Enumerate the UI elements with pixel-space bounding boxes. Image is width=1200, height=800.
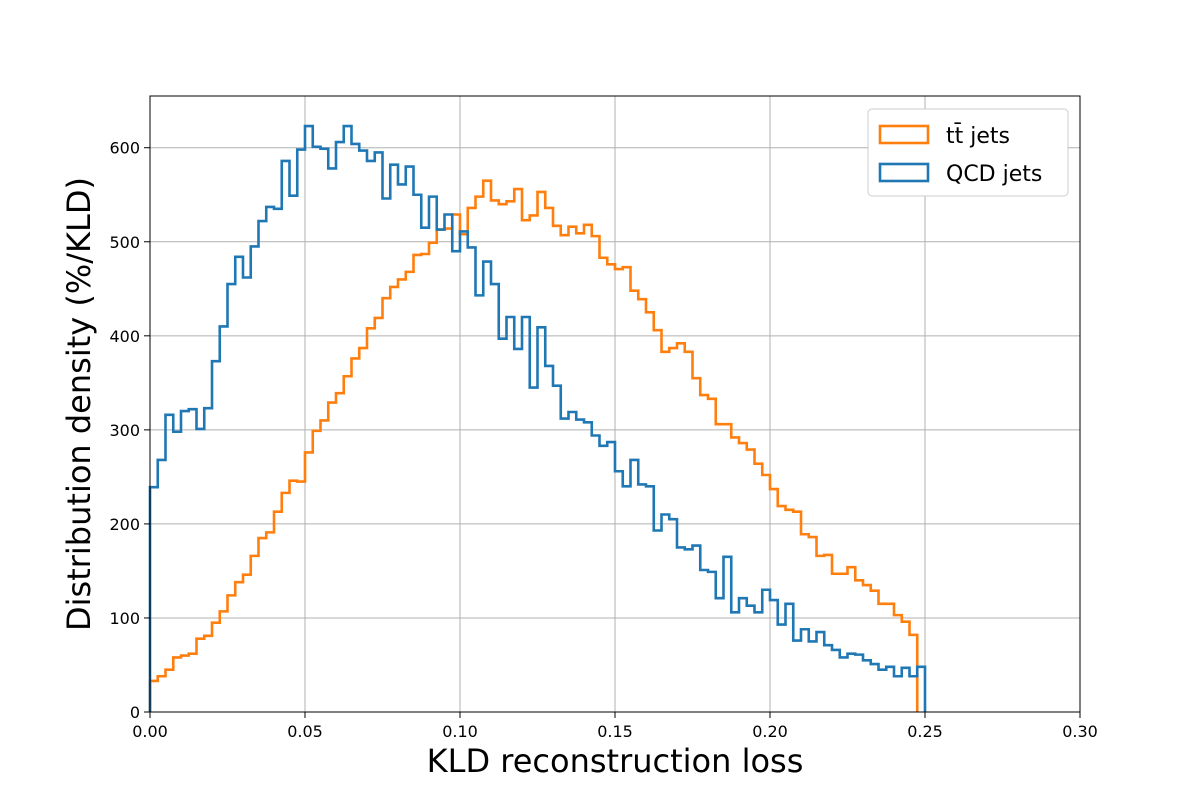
x-tick-label: 0.15 bbox=[597, 722, 633, 741]
y-axis-label: Distribution density (%/KLD) bbox=[60, 177, 98, 631]
y-tick-label: 200 bbox=[109, 515, 140, 534]
x-tick-label: 0.10 bbox=[442, 722, 478, 741]
x-tick-label: 0.20 bbox=[752, 722, 788, 741]
y-tick-label: 500 bbox=[109, 233, 140, 252]
x-axis-label: KLD reconstruction loss bbox=[427, 742, 804, 780]
x-tick-label: 0.30 bbox=[1062, 722, 1098, 741]
legend-box bbox=[867, 108, 1069, 197]
y-tick-label: 0 bbox=[130, 703, 140, 722]
y-tick-label: 300 bbox=[109, 421, 140, 440]
x-tick-label: 0.25 bbox=[907, 722, 943, 741]
legend-swatch-ttbar bbox=[878, 124, 930, 145]
legend-swatch-qcd bbox=[878, 162, 930, 183]
y-tick-label: 400 bbox=[109, 327, 140, 346]
y-tick-label: 600 bbox=[109, 139, 140, 158]
series-ttbar-histogram bbox=[148, 179, 919, 712]
series-group bbox=[148, 124, 927, 712]
legend-label-qcd: QCD jets bbox=[946, 162, 1042, 187]
y-tick-label: 100 bbox=[109, 609, 140, 628]
legend-label-ttbar: tt̄ jets bbox=[946, 123, 1010, 149]
legend: tt̄ jets QCD jets bbox=[867, 108, 1069, 197]
x-tick-label: 0.05 bbox=[287, 722, 323, 741]
series-qcd-histogram bbox=[148, 124, 927, 712]
axis-ticks: 0.00 0.05 0.10 0.15 0.20 0.25 0.30 0 100 200 300 40… bbox=[109, 139, 1097, 741]
x-tick-label: 0.00 bbox=[132, 722, 168, 741]
